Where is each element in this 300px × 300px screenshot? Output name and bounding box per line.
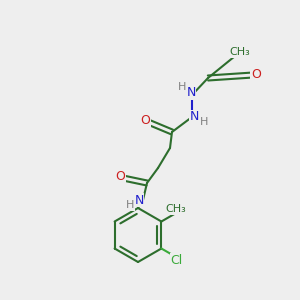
Text: N: N	[186, 86, 196, 100]
Text: Cl: Cl	[171, 254, 183, 267]
Text: CH₃: CH₃	[230, 47, 250, 57]
Text: O: O	[140, 115, 150, 128]
Text: CH₃: CH₃	[165, 205, 186, 214]
Text: N: N	[134, 194, 144, 206]
Text: H: H	[126, 200, 134, 210]
Text: H: H	[178, 82, 186, 92]
Text: O: O	[115, 170, 125, 184]
Text: O: O	[251, 68, 261, 82]
Text: N: N	[189, 110, 199, 124]
Text: H: H	[200, 117, 208, 127]
